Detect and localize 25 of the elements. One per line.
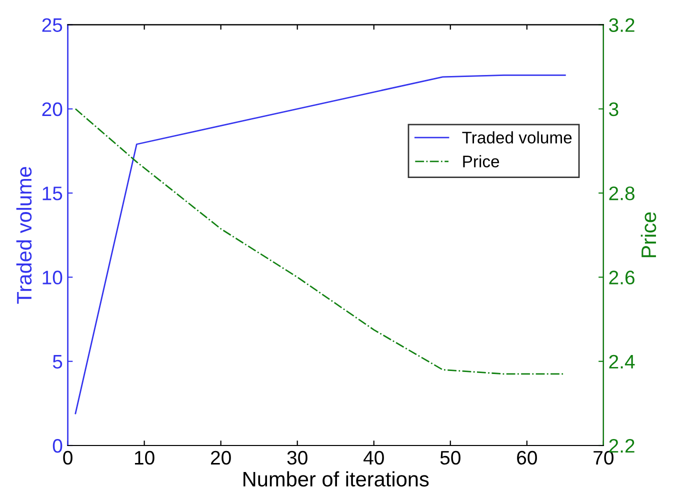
y2-tick-label: 3 (609, 102, 618, 116)
x-tick-label: 0 (63, 450, 72, 465)
y-tick-label: 5 (52, 355, 62, 369)
x-tick-label: 70 (594, 450, 614, 465)
y2-tick-label: 2.6 (609, 270, 634, 284)
x-tick-label: 30 (287, 450, 308, 465)
y-tick-label: 0 (52, 438, 62, 453)
y-tick-label: 25 (42, 18, 62, 32)
y2-tick-label: 3.2 (609, 18, 634, 32)
x-tick-label: 10 (134, 450, 154, 465)
y-axis-title: Traded volume (16, 166, 32, 304)
x-tick-label: 60 (517, 450, 537, 465)
y2-axis-title: Price (640, 212, 656, 258)
legend-label: Traded volume (462, 131, 572, 144)
y-tick-label: 20 (42, 102, 62, 116)
y-tick-label: 15 (42, 186, 62, 200)
x-tick-label: 20 (211, 450, 231, 465)
y-tick-label: 10 (42, 270, 62, 284)
y2-tick-label: 2.4 (609, 354, 635, 368)
x-tick-label: 40 (364, 450, 384, 465)
y2-tick-label: 2.2 (609, 438, 634, 453)
y2-tick-label: 2.8 (609, 186, 634, 200)
legend-label: Price (463, 155, 500, 168)
x-tick-label: 50 (440, 450, 460, 465)
x-axis-title: Number of iterations (244, 471, 429, 487)
